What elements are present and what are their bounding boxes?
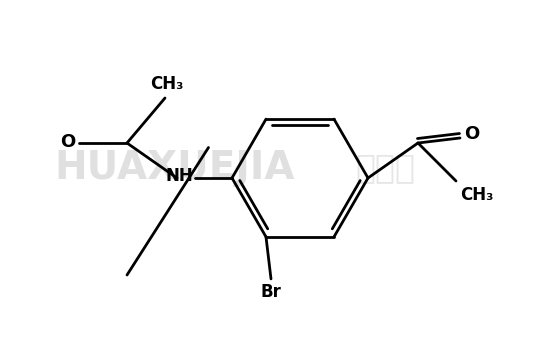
Text: 化学加: 化学加 [355,152,415,184]
Text: O: O [60,133,75,151]
Text: Br: Br [260,283,282,301]
Text: CH₃: CH₃ [460,186,493,204]
Text: O: O [464,125,479,143]
Text: NH: NH [165,167,193,185]
Text: CH₃: CH₃ [150,75,184,93]
Text: HUAXUEJIA: HUAXUEJIA [55,149,295,187]
